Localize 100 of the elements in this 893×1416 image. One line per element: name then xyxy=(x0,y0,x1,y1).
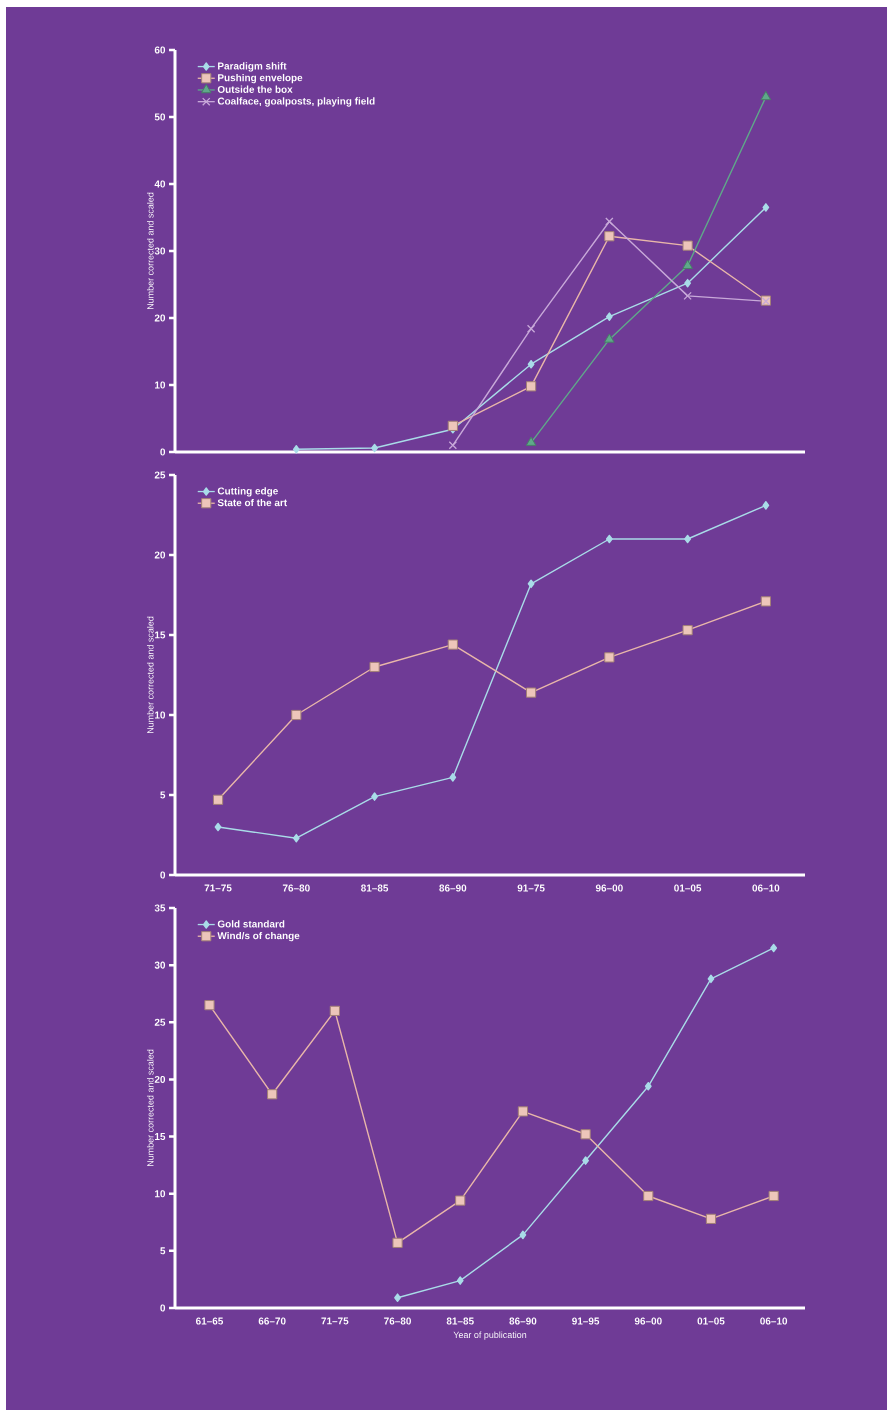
y-tick-label: 30 xyxy=(154,961,166,969)
legend-label: Paradigm shift xyxy=(218,62,287,72)
y-tick-label: 60 xyxy=(154,46,166,54)
point xyxy=(604,231,615,242)
y-tick-label: 25 xyxy=(154,1018,166,1026)
point xyxy=(768,1190,779,1202)
point xyxy=(371,792,378,801)
y-tick-label: 20 xyxy=(154,551,166,559)
y-tick-label: 15 xyxy=(155,631,166,639)
y-axis-title: Number corrected and scaled xyxy=(146,192,154,310)
x-tick-label: 66–70 xyxy=(258,1317,286,1325)
legend-label: State of the art xyxy=(217,498,288,507)
point xyxy=(605,217,614,226)
y-tick-label: 30 xyxy=(154,247,166,255)
x-tick-label: 06–10 xyxy=(752,884,780,892)
x-tick-label: 01–05 xyxy=(674,884,702,892)
x-tick-label: 86–90 xyxy=(509,1317,537,1325)
legend-label: Coalface, goalposts, playing field xyxy=(217,97,375,107)
y-tick-label: 10 xyxy=(155,711,166,719)
legend-label: Pushing envelope xyxy=(218,73,303,84)
point xyxy=(291,709,302,721)
y-axis-title: Number corrected and scaled xyxy=(146,1049,154,1167)
point xyxy=(527,359,535,369)
x-tick-label: 76–80 xyxy=(282,884,310,892)
legend-label: Cutting edge xyxy=(217,487,278,497)
point xyxy=(527,579,535,589)
point xyxy=(525,381,537,392)
y-tick-label: 0 xyxy=(160,871,166,879)
point xyxy=(267,1089,278,1100)
y-axis-title: Number corrected and scaled xyxy=(146,616,154,734)
y-tick-label: 20 xyxy=(154,314,166,322)
point xyxy=(449,773,457,782)
y-tick-label: 5 xyxy=(160,791,166,799)
point xyxy=(605,534,613,544)
point xyxy=(762,203,770,212)
point xyxy=(447,420,458,431)
point xyxy=(204,1000,215,1011)
legend-label: Outside the box xyxy=(217,85,293,93)
point xyxy=(682,259,693,269)
point xyxy=(760,596,771,607)
point xyxy=(371,443,378,453)
point xyxy=(526,324,536,333)
x-tick-label: 81–85 xyxy=(446,1317,474,1325)
x-tick-label: 91–95 xyxy=(572,1317,600,1325)
x-tick-label: 96–00 xyxy=(634,1317,662,1325)
y-tick-label: 35 xyxy=(154,904,166,912)
point xyxy=(212,794,224,805)
y-tick-label: 0 xyxy=(160,1304,166,1312)
point xyxy=(760,90,772,101)
x-tick-label: 86–90 xyxy=(439,884,467,892)
point xyxy=(517,1106,529,1117)
point xyxy=(292,833,300,843)
legend-label: Gold standard xyxy=(217,920,285,928)
x-tick-label: 06–10 xyxy=(760,1317,788,1325)
point xyxy=(705,1213,717,1224)
point xyxy=(770,943,778,953)
point xyxy=(604,333,615,343)
point xyxy=(329,1005,340,1016)
point xyxy=(582,1156,589,1165)
point xyxy=(448,441,458,450)
x-axis-title: Year of publication xyxy=(453,1331,527,1340)
point xyxy=(214,822,222,832)
legend-label: Wind/s of change xyxy=(217,931,300,942)
x-tick-label: 76–80 xyxy=(384,1317,411,1325)
point xyxy=(392,1237,403,1248)
point xyxy=(605,312,613,321)
point xyxy=(456,1276,464,1285)
point xyxy=(394,1293,401,1303)
point xyxy=(684,278,692,288)
point xyxy=(580,1129,591,1140)
point xyxy=(643,1190,654,1202)
y-tick-label: 15 xyxy=(155,1133,166,1141)
y-tick-label: 5 xyxy=(160,1247,166,1255)
y-tick-label: 25 xyxy=(154,471,166,479)
x-tick-label: 81–85 xyxy=(361,884,389,892)
x-tick-label: 91–75 xyxy=(517,884,545,892)
point xyxy=(447,639,458,650)
y-tick-label: 20 xyxy=(154,1075,166,1083)
y-tick-label: 40 xyxy=(154,180,166,188)
point xyxy=(604,652,615,663)
point xyxy=(684,534,692,544)
x-tick-label: 71–75 xyxy=(321,1317,349,1325)
point xyxy=(683,291,692,301)
point xyxy=(762,501,770,510)
point xyxy=(369,661,380,673)
point xyxy=(644,1081,652,1091)
point xyxy=(707,974,715,984)
point xyxy=(292,445,300,454)
x-tick-label: 01–05 xyxy=(697,1317,725,1325)
point xyxy=(525,687,537,698)
y-tick-label: 0 xyxy=(160,448,166,456)
point xyxy=(455,1195,466,1206)
point xyxy=(682,625,693,636)
x-tick-label: 96–00 xyxy=(595,884,623,892)
y-tick-label: 10 xyxy=(155,381,166,389)
y-tick-label: 10 xyxy=(155,1190,166,1198)
x-tick-label: 71–75 xyxy=(204,884,232,892)
point xyxy=(682,240,693,251)
x-tick-label: 61–65 xyxy=(195,1317,224,1325)
point xyxy=(525,436,537,446)
